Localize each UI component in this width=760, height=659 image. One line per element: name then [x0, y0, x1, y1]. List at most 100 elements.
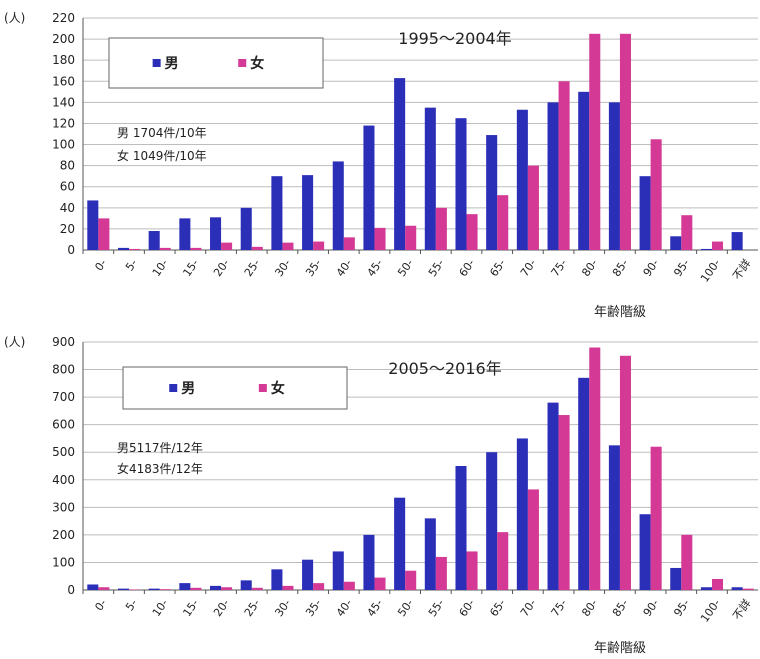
bar-male-10	[363, 125, 375, 250]
bar-male-7	[271, 569, 283, 590]
chart-title: 2005～2016年	[388, 359, 501, 378]
bar-male-3	[148, 231, 160, 250]
x-tick-label: 40-	[334, 257, 355, 279]
x-tick-label: 100-	[698, 257, 723, 285]
bar-male-15	[516, 109, 528, 250]
x-tick-label: 0-	[92, 257, 109, 273]
x-tick-label: 95-	[671, 597, 692, 619]
annotation-line: 女4183件/12年	[117, 461, 203, 476]
x-tick-label: 20-	[211, 597, 232, 619]
bar-female-14	[497, 195, 509, 250]
y-tick-label: 80	[60, 159, 75, 173]
x-tick-label: 10-	[150, 257, 171, 279]
x-tick-label: 30-	[272, 257, 293, 279]
y-tick-label: 0	[67, 243, 75, 257]
bar-male-6	[240, 580, 252, 590]
bar-female-2	[129, 589, 141, 590]
bar-male-9	[332, 551, 344, 590]
bar-female-12	[435, 556, 447, 590]
x-tick-label: 85-	[610, 257, 631, 279]
x-tick-label: 50-	[395, 257, 416, 279]
legend-box	[108, 37, 324, 89]
x-tick-label: 35-	[303, 597, 324, 619]
y-unit-label: (人)	[4, 335, 25, 349]
bar-male-9	[332, 161, 344, 250]
x-tick-label: 75-	[549, 597, 570, 619]
x-tick-label: 45-	[365, 597, 386, 619]
bar-male-19	[639, 176, 651, 250]
bar-female-17	[589, 347, 601, 590]
legend: 男女	[108, 37, 324, 89]
bar-female-9	[343, 581, 355, 590]
x-tick-label: 40-	[334, 597, 355, 619]
x-tick-label: 不詳	[730, 596, 754, 622]
bar-male-4	[179, 583, 191, 590]
annotation-line: 男 1704件/10年	[117, 126, 207, 140]
bar-female-10	[374, 577, 386, 590]
bar-female-8	[313, 583, 325, 590]
x-tick-label: 80-	[579, 597, 600, 619]
bar-female-5	[221, 587, 233, 590]
bar-male-10	[363, 534, 375, 590]
x-tick-label: 65-	[487, 257, 508, 279]
bar-female-7	[282, 585, 294, 590]
y-unit-label: (人)	[4, 11, 25, 25]
chart-2: 900 800 700 600 500 400 300 200 100 0 (人) 0- 5- 10- 15…	[4, 335, 758, 656]
legend-label-female: 女	[271, 380, 285, 397]
y-tick-label: 20	[60, 222, 75, 236]
bar-female-16	[558, 415, 570, 590]
bar-female-5	[221, 242, 233, 250]
bar-male-12	[424, 518, 436, 590]
x-tick-label: 80-	[579, 257, 600, 279]
y-tick-label: 900	[52, 335, 75, 349]
x-tick-label: 55-	[426, 597, 447, 619]
bar-female-15	[527, 489, 539, 590]
bar-female-13	[466, 551, 478, 590]
bar-female-6	[251, 246, 263, 250]
x-tick-label: 5-	[123, 257, 140, 273]
bar-female-6	[251, 587, 263, 590]
x-tick-label: 不詳	[730, 256, 754, 282]
legend-label-male: 男	[165, 56, 179, 72]
x-tick-label: 5-	[123, 597, 140, 613]
bar-female-1	[98, 218, 110, 250]
bar-male-12	[424, 107, 436, 251]
y-tick-label: 800	[52, 363, 75, 377]
bar-female-22	[742, 588, 754, 590]
bar-female-2	[129, 248, 141, 250]
bar-male-15	[516, 438, 528, 590]
bar-male-20	[670, 236, 682, 250]
bar-female-17	[589, 33, 601, 251]
bar-female-16	[558, 81, 570, 250]
bar-female-19	[650, 139, 662, 250]
x-tick-label: 75-	[549, 257, 570, 279]
bar-male-7	[271, 176, 283, 250]
x-tick-label: 50-	[395, 597, 416, 619]
y-tick-label: 100	[52, 555, 75, 569]
bar-male-22	[731, 232, 743, 250]
x-tick-label: 70-	[518, 597, 539, 619]
x-tick-label: 30-	[272, 597, 293, 619]
y-tick-label: 140	[52, 95, 75, 109]
y-tick-label: 300	[52, 500, 75, 514]
bar-female-20	[681, 534, 693, 590]
bar-female-19	[650, 446, 662, 590]
bar-male-2	[117, 588, 130, 590]
bar-female-12	[435, 207, 447, 250]
y-tick-label: 500	[52, 445, 75, 459]
bar-male-17	[578, 377, 590, 590]
annotation-line: 男5117件/12年	[117, 441, 203, 455]
x-tick-label: 45-	[365, 257, 386, 279]
x-tick-label: 25-	[242, 257, 263, 279]
legend-swatch-female	[238, 59, 247, 67]
bar-male-11	[394, 497, 406, 590]
bar-female-1	[98, 587, 110, 590]
y-tick-label: 100	[52, 138, 75, 152]
y-tick-label: 40	[60, 201, 75, 215]
bar-male-4	[179, 218, 191, 250]
x-tick-label: 60-	[457, 257, 478, 279]
bar-female-11	[405, 570, 417, 590]
bar-male-18	[608, 445, 620, 590]
bar-female-3	[159, 589, 171, 590]
